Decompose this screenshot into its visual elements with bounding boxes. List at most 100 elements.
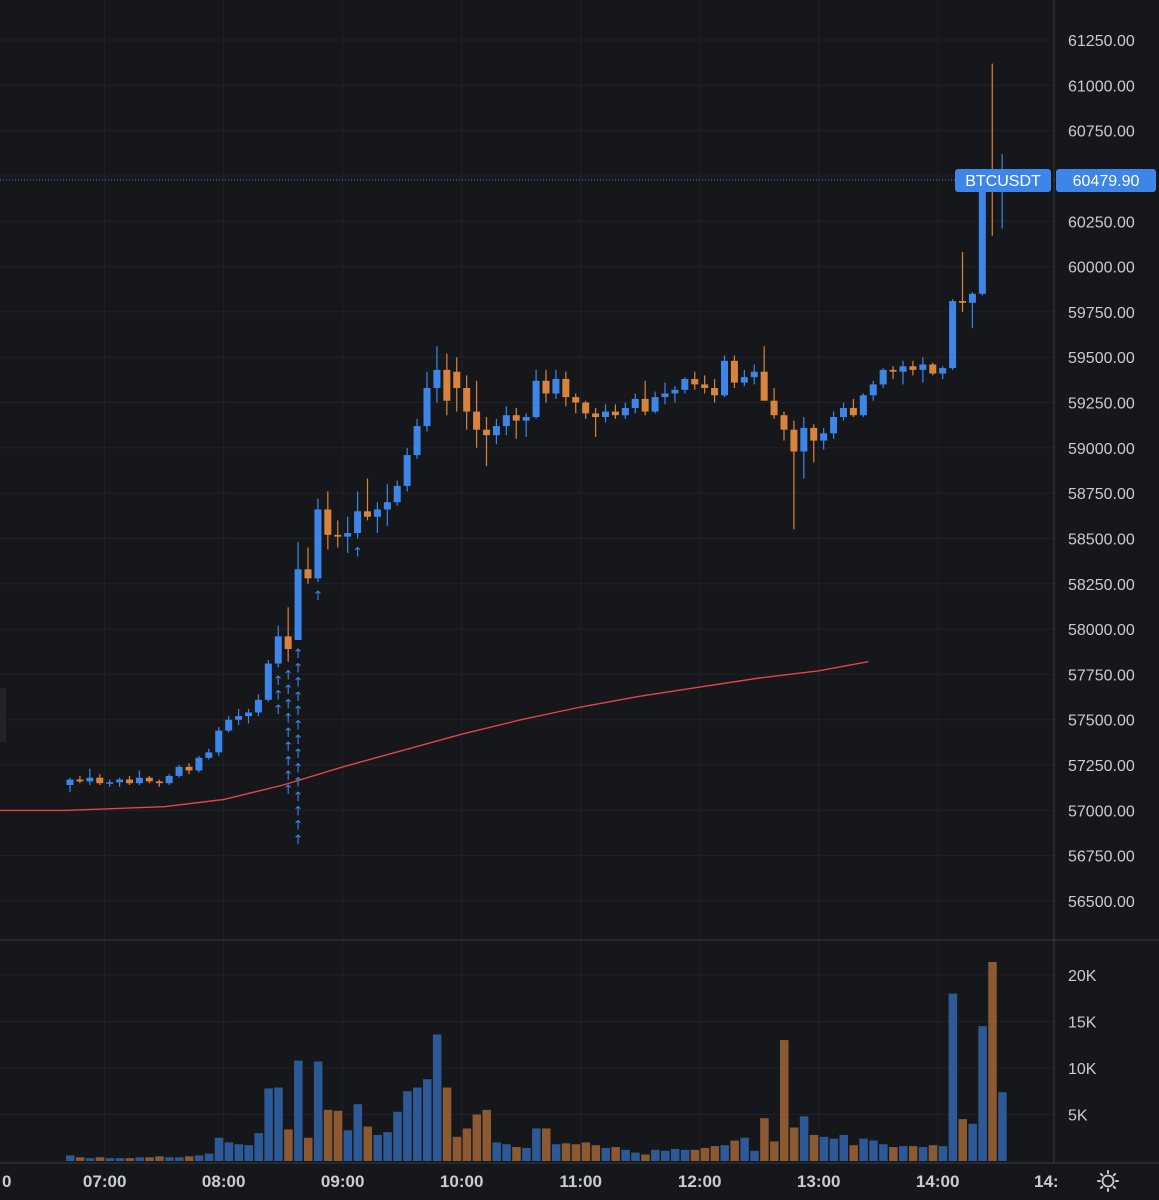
candle[interactable]	[373, 502, 381, 534]
candle[interactable]	[701, 375, 709, 394]
candle[interactable]	[483, 417, 490, 466]
candle[interactable]	[631, 393, 639, 414]
candle[interactable]	[651, 391, 659, 414]
candle[interactable]	[711, 378, 719, 403]
candle[interactable]	[185, 763, 193, 775]
candle[interactable]	[354, 491, 362, 539]
candle[interactable]	[215, 726, 223, 756]
candle[interactable]	[869, 380, 877, 401]
candle[interactable]	[572, 393, 580, 414]
candle[interactable]	[939, 366, 947, 379]
candle[interactable]	[314, 498, 322, 582]
candle[interactable]	[195, 755, 203, 773]
candle[interactable]	[126, 775, 133, 785]
candle[interactable]	[889, 366, 897, 379]
candle[interactable]	[592, 407, 600, 437]
candle[interactable]	[780, 411, 788, 441]
candle[interactable]	[770, 388, 778, 419]
candle[interactable]	[403, 447, 411, 492]
candle[interactable]	[175, 765, 183, 778]
candle[interactable]	[96, 774, 104, 785]
candle[interactable]	[324, 491, 332, 550]
candle[interactable]	[264, 659, 272, 702]
candle[interactable]	[859, 393, 867, 418]
candle[interactable]	[304, 547, 312, 584]
candle[interactable]	[334, 520, 342, 548]
candle[interactable]	[344, 516, 352, 553]
candle[interactable]	[919, 357, 927, 383]
candle[interactable]	[621, 402, 629, 419]
candle[interactable]	[978, 175, 986, 296]
candle[interactable]	[671, 386, 679, 403]
candle[interactable]	[453, 357, 461, 412]
gear-icon[interactable]	[1097, 1170, 1119, 1192]
candle[interactable]	[800, 417, 808, 479]
candle[interactable]	[820, 427, 828, 450]
candle[interactable]	[473, 380, 481, 448]
candle[interactable]	[116, 777, 124, 787]
candle[interactable]	[810, 424, 818, 463]
candle[interactable]	[502, 406, 510, 436]
time-axis[interactable]: 07:00 08:00 09:00 10:00 11:00 12:00 13:00 14:00…	[2, 1172, 1059, 1191]
candle[interactable]	[393, 480, 401, 506]
candle[interactable]	[899, 360, 907, 385]
candle[interactable]	[760, 346, 768, 401]
candle[interactable]	[959, 252, 966, 312]
candle[interactable]	[691, 371, 699, 390]
candle[interactable]	[492, 418, 500, 445]
candle[interactable]	[165, 774, 173, 785]
candle[interactable]	[968, 291, 976, 329]
candle[interactable]	[294, 542, 302, 640]
candle[interactable]	[235, 708, 243, 726]
candle[interactable]	[840, 402, 847, 421]
candle[interactable]	[562, 371, 570, 407]
candle[interactable]	[364, 478, 371, 521]
candle[interactable]	[909, 360, 917, 376]
candle[interactable]	[681, 377, 689, 394]
candle[interactable]	[254, 694, 262, 717]
candle[interactable]	[949, 299, 957, 370]
candle[interactable]	[225, 716, 233, 733]
candle[interactable]	[245, 708, 252, 724]
candle[interactable]	[205, 748, 213, 760]
candle[interactable]	[721, 355, 728, 398]
candle[interactable]	[532, 369, 540, 419]
candle[interactable]	[641, 380, 649, 416]
price-series[interactable]	[66, 63, 1006, 793]
candle[interactable]	[661, 382, 669, 405]
candle[interactable]	[740, 369, 748, 387]
candle[interactable]	[542, 369, 550, 403]
candle[interactable]	[423, 371, 431, 432]
candle[interactable]	[155, 779, 163, 787]
candle[interactable]	[135, 770, 143, 785]
side-handle[interactable]	[0, 688, 6, 742]
candle[interactable]	[76, 775, 84, 784]
candle[interactable]	[145, 775, 153, 784]
candle[interactable]	[602, 404, 609, 423]
candle[interactable]	[106, 779, 114, 787]
candle[interactable]	[512, 407, 520, 439]
candle[interactable]	[849, 398, 857, 418]
candle[interactable]	[582, 400, 590, 419]
price-axis[interactable]: 56500.00 56750.00 57000.00 57250.00 57500.00…	[1068, 33, 1135, 911]
candle[interactable]	[750, 364, 758, 385]
candle[interactable]	[86, 768, 94, 785]
candle[interactable]	[929, 362, 937, 376]
candle[interactable]	[552, 369, 560, 399]
candle[interactable]	[274, 625, 282, 668]
candle[interactable]	[433, 346, 441, 403]
candle[interactable]	[830, 411, 838, 439]
candle[interactable]	[790, 420, 798, 530]
candle[interactable]	[522, 413, 530, 437]
candle[interactable]	[284, 607, 292, 662]
candle[interactable]	[383, 484, 391, 526]
candle[interactable]	[66, 777, 74, 793]
candle[interactable]	[611, 404, 619, 419]
candle[interactable]	[463, 375, 471, 430]
candle[interactable]	[413, 418, 421, 459]
candle[interactable]	[443, 353, 451, 416]
candle-body	[810, 427, 818, 441]
candle[interactable]	[879, 368, 887, 389]
candle[interactable]	[730, 355, 738, 389]
